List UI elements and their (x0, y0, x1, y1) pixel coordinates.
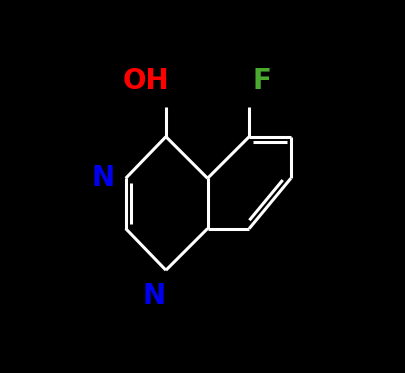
Text: N: N (91, 164, 114, 192)
Text: F: F (253, 67, 272, 95)
Text: OH: OH (122, 67, 169, 95)
Text: N: N (143, 282, 166, 310)
